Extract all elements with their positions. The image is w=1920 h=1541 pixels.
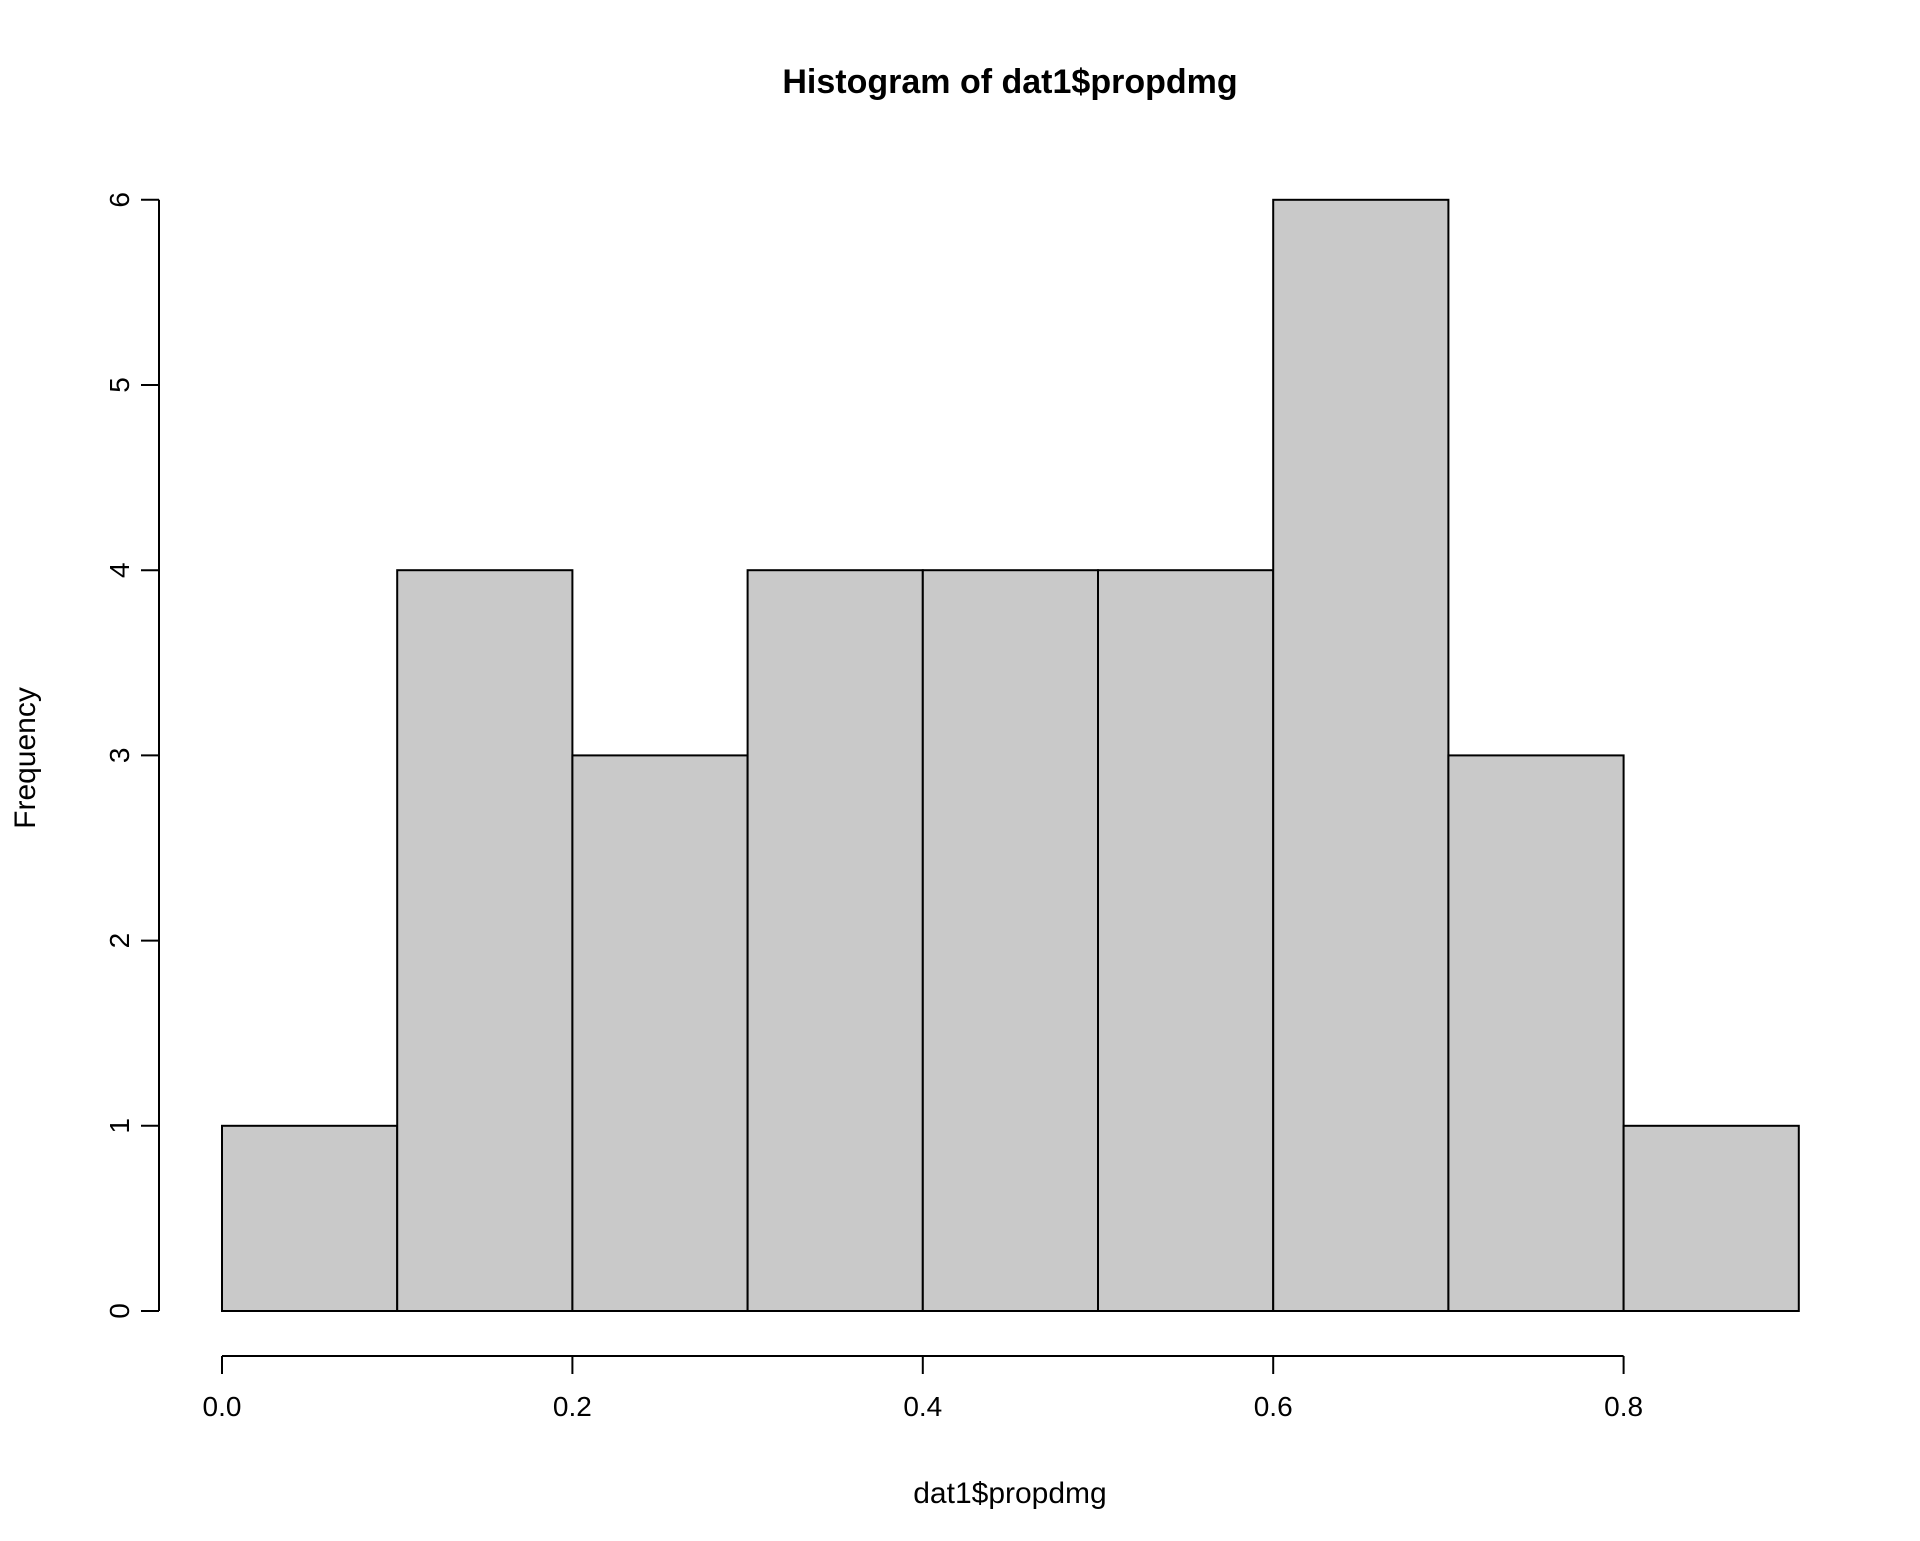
y-tick-label: 1 <box>104 1118 135 1134</box>
x-tick-label: 0.0 <box>203 1391 242 1422</box>
histogram-bar <box>1272 198 1450 1312</box>
histogram-bar <box>221 1124 399 1313</box>
histogram-bar <box>396 569 574 1312</box>
x-tick-label: 0.2 <box>553 1391 592 1422</box>
y-tick-label: 6 <box>104 192 135 208</box>
x-tick-label: 0.8 <box>1604 1391 1643 1422</box>
x-tick-label: 0.6 <box>1254 1391 1293 1422</box>
y-tick-label: 3 <box>104 748 135 764</box>
y-axis-label: Frequency <box>9 687 42 829</box>
histogram-bar <box>921 569 1099 1312</box>
histogram-bar <box>746 569 924 1312</box>
histogram-bar <box>1097 569 1275 1312</box>
x-axis: 0.0 0.2 0.4 0.6 0.8 <box>203 1355 1643 1422</box>
x-tick-label: 0.4 <box>903 1391 942 1422</box>
y-tick-label: 4 <box>104 562 135 578</box>
y-tick-label: 2 <box>104 933 135 949</box>
y-tick-label: 0 <box>104 1303 135 1319</box>
y-axis: 0 1 2 3 4 5 6 <box>104 192 160 1319</box>
x-axis-label: dat1$propdmg <box>913 1477 1106 1510</box>
y-tick-label: 5 <box>104 377 135 393</box>
histogram-bar <box>571 754 749 1312</box>
bars-group <box>221 198 1800 1313</box>
chart-title: Histogram of dat1$propdmg <box>782 63 1237 101</box>
histogram-bar <box>1447 754 1625 1312</box>
histogram-bar <box>1622 1124 1800 1313</box>
